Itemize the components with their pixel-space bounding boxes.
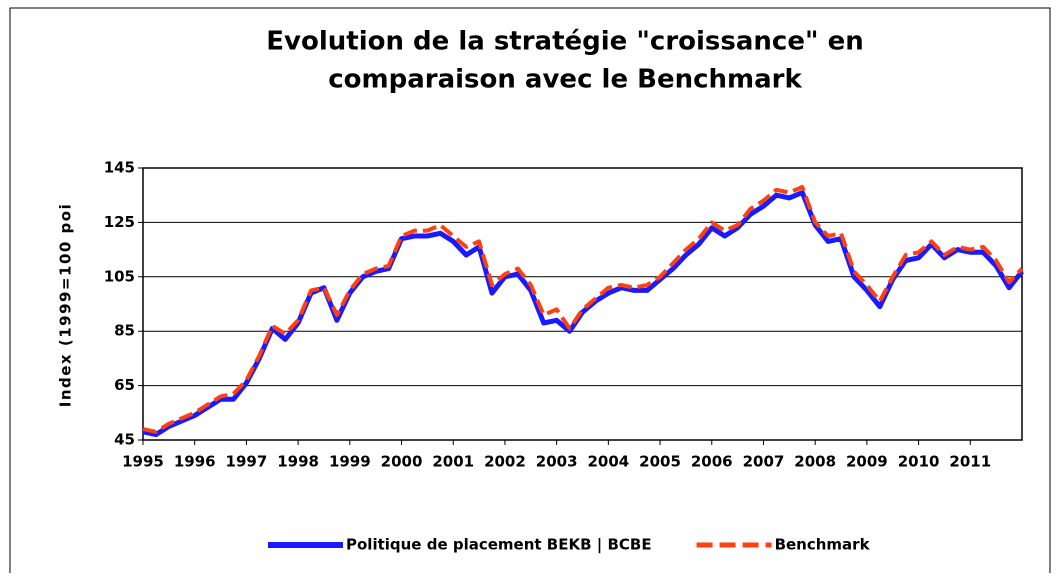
x-tick-label: 2000	[381, 453, 423, 471]
x-tick-label: 1999	[329, 453, 371, 471]
series-line	[142, 185, 1024, 434]
x-tick-label: 2010	[898, 453, 940, 471]
plot-area	[142, 167, 1023, 441]
x-tick-label: 2011	[949, 453, 991, 471]
x-tick-label: 2001	[432, 453, 474, 471]
x-tick-label: 2008	[794, 453, 836, 471]
x-tick-label: 2005	[639, 453, 681, 471]
x-tick-label: 2004	[587, 453, 629, 471]
series-line	[142, 190, 1024, 438]
legend-label: Politique de placement BEKB | BCBE	[346, 536, 652, 555]
x-tick-label: 2007	[743, 453, 785, 471]
x-tick-label: 2002	[484, 453, 526, 471]
chart-title: Evolution de la stratégie "croissance" e…	[266, 27, 863, 57]
x-tick-label: 2006	[691, 453, 733, 471]
y-tick-label: 45	[114, 431, 135, 449]
chart-subtitle: comparaison avec le Benchmark	[328, 65, 802, 95]
x-tick-label: 1998	[277, 453, 319, 471]
x-tick-label: 1996	[174, 453, 216, 471]
x-tick-label: 2009	[846, 453, 888, 471]
x-tick-label: 1995	[122, 453, 164, 471]
x-tick-label: 2003	[536, 453, 578, 471]
y-tick-label: 85	[114, 322, 135, 340]
y-tick-label: 145	[104, 159, 135, 177]
legend-label: Benchmark	[775, 536, 871, 554]
chart-frame	[9, 7, 1051, 573]
y-tick-label: 65	[114, 376, 135, 394]
x-tick-label: 1997	[226, 453, 268, 471]
y-axis-label: Index (1999=100 poi	[57, 203, 75, 407]
y-tick-label: 105	[104, 267, 135, 285]
y-tick-label: 125	[104, 213, 135, 231]
